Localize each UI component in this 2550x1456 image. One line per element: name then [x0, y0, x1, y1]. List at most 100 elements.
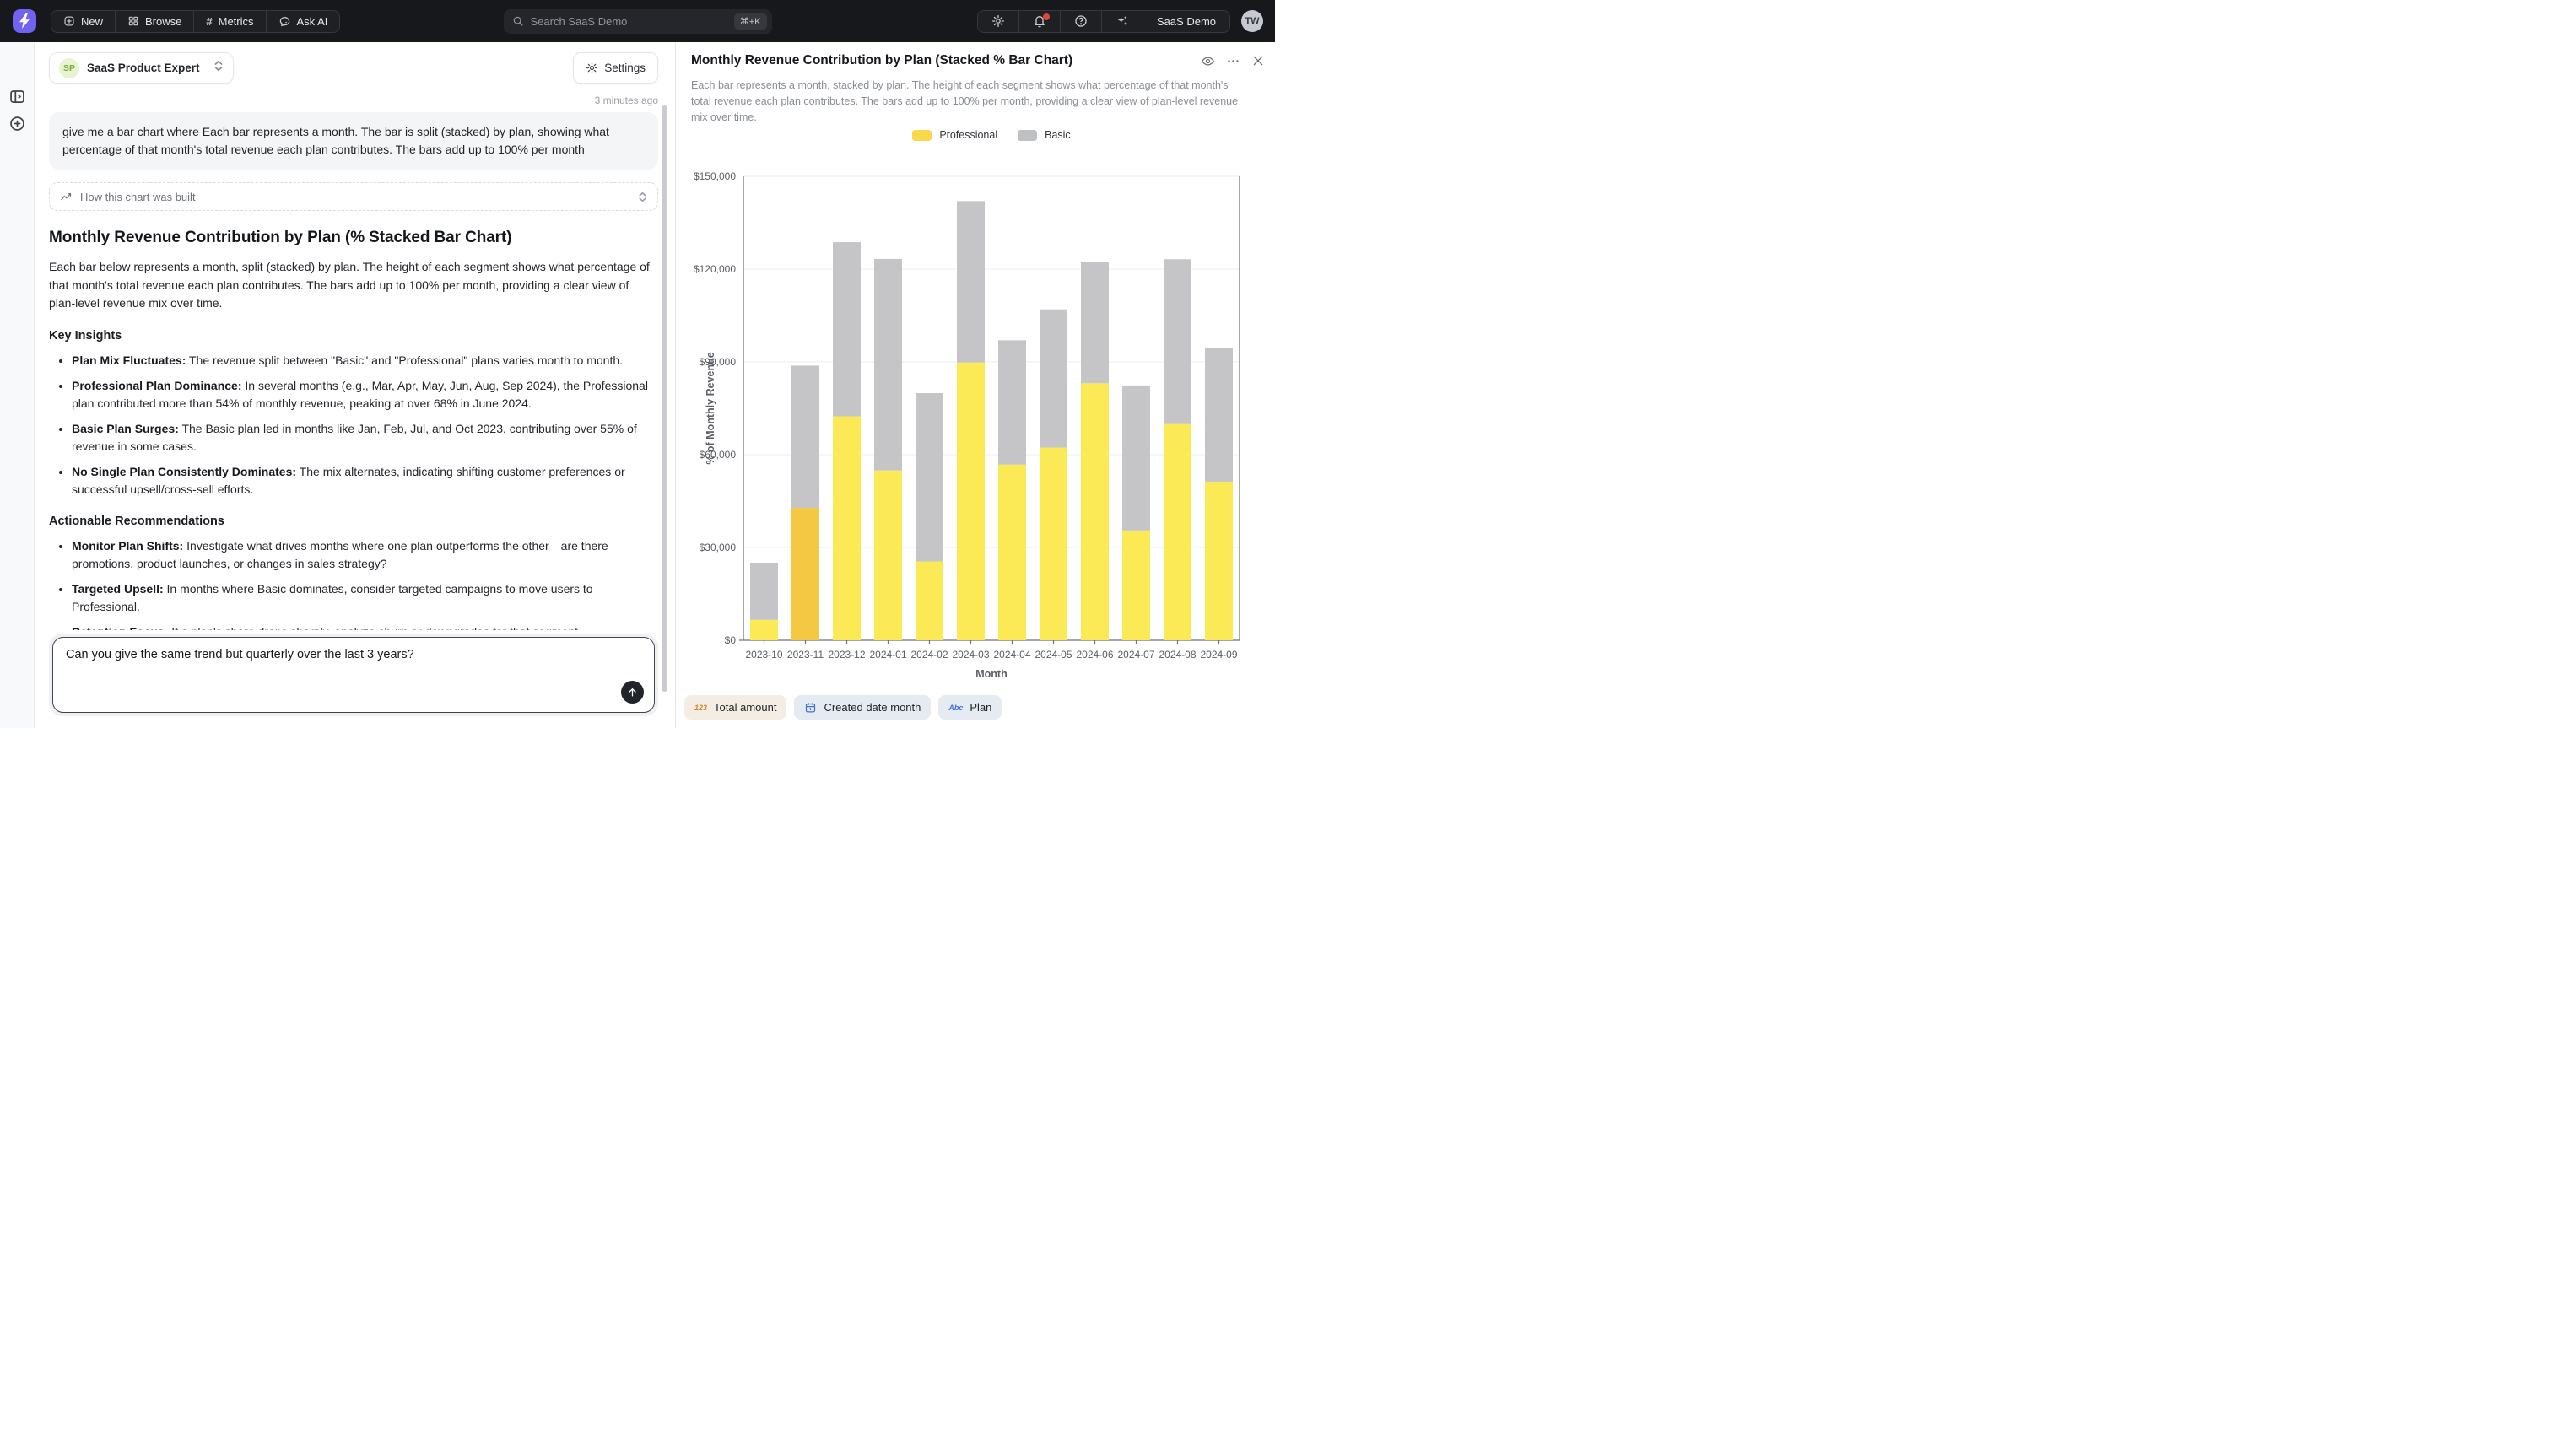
chip-label: Plan — [970, 701, 991, 714]
chevron-updown-icon — [213, 60, 224, 76]
y-axis-tick-label: $150,000 — [694, 170, 736, 182]
workspace-button[interactable]: SaaS Demo — [1143, 11, 1229, 32]
bar-professional-2023-11[interactable] — [791, 508, 819, 640]
send-button[interactable] — [621, 681, 644, 704]
x-axis-tick-label: 2024-06 — [1076, 649, 1113, 661]
legend-item-basic[interactable]: Basic — [1018, 129, 1071, 141]
chat-panel: SP SaaS Product Expert Settings 3 minute… — [35, 42, 675, 728]
bar-basic-2024-02[interactable] — [916, 393, 943, 561]
preview-eye-button[interactable] — [1201, 54, 1215, 68]
stacked-bar-chart: $0$30,000$60,000$90,000$120,000$150,0002… — [676, 166, 1267, 691]
x-axis-title: Month — [975, 668, 1007, 680]
bullet-lead: Basic Plan Surges: — [72, 422, 179, 435]
chip-label: Total amount — [714, 701, 776, 714]
nav-button-group: New Browse #MetricsAsk AI — [51, 10, 340, 33]
insight-item: Basic Plan Surges: The Basic plan led in… — [72, 420, 658, 456]
field-chip-created-date-month[interactable]: Created date month — [794, 695, 931, 720]
bar-professional-2024-09[interactable] — [1205, 482, 1233, 640]
chart-panel-actions — [1201, 54, 1265, 68]
nav-item-label: Browse — [145, 15, 181, 28]
help-button[interactable] — [1061, 11, 1102, 32]
bar-basic-2024-05[interactable] — [1040, 310, 1067, 448]
close-icon — [1251, 54, 1265, 67]
how-chart-built-expander[interactable]: How this chart was built — [49, 182, 658, 211]
bar-basic-2024-09[interactable] — [1205, 348, 1233, 482]
legend-item-professional[interactable]: Professional — [912, 129, 997, 141]
y-axis-tick-label: $30,000 — [700, 542, 737, 553]
bar-professional-2024-01[interactable] — [874, 471, 902, 640]
sidebar-toggle-button[interactable] — [8, 88, 26, 105]
recommendations-list: Monitor Plan Shifts: Investigate what dr… — [49, 537, 658, 630]
bar-professional-2024-04[interactable] — [998, 465, 1026, 640]
x-axis-tick-label: 2024-02 — [910, 649, 948, 661]
bar-basic-2023-11[interactable] — [791, 365, 819, 508]
global-search-input[interactable]: Search SaaS Demo ⌘+K — [504, 9, 772, 34]
notifications-button[interactable] — [1019, 11, 1061, 32]
message-list[interactable]: 3 minutes ago give me a bar chart where … — [49, 84, 658, 630]
agent-selector[interactable]: SP SaaS Product Expert — [49, 52, 234, 84]
settings-gear-button[interactable] — [978, 11, 1019, 32]
nav-item-new[interactable]: New — [51, 11, 116, 32]
user-avatar[interactable]: TW — [1241, 10, 1263, 32]
bar-professional-2024-03[interactable] — [957, 363, 985, 640]
gear-icon — [991, 14, 1005, 28]
bar-basic-2023-12[interactable] — [833, 242, 861, 416]
bar-professional-2023-12[interactable] — [833, 417, 861, 640]
agent-name: SaaS Product Expert — [87, 62, 200, 74]
more-options-button[interactable] — [1226, 54, 1240, 68]
chat-input[interactable]: Can you give the same trend but quarterl… — [53, 638, 654, 712]
nav-item-ask-ai[interactable]: Ask AI — [267, 11, 340, 32]
lightning-bolt-icon — [18, 13, 31, 29]
top-navbar: New Browse #MetricsAsk AI Search SaaS Demo… — [0, 0, 1275, 42]
agent-settings-button[interactable]: Settings — [573, 52, 658, 84]
bullet-lead: Monitor Plan Shifts: — [72, 539, 183, 553]
field-chip-total-amount[interactable]: 123Total amount — [684, 695, 786, 720]
search-shortcut-badge: ⌘+K — [734, 13, 767, 30]
bar-basic-2024-08[interactable] — [1164, 259, 1191, 423]
ai-assistant-button[interactable] — [1102, 11, 1143, 32]
chart-panel-title: Monthly Revenue Contribution by Plan (St… — [691, 53, 1164, 68]
new-thread-button[interactable] — [8, 115, 26, 132]
chat-header: SP SaaS Product Expert Settings — [49, 52, 658, 84]
bullet-lead: Professional Plan Dominance: — [72, 379, 242, 392]
x-axis-tick-label: 2024-04 — [993, 649, 1030, 661]
plus-circle-icon — [8, 115, 26, 132]
bar-basic-2024-06[interactable] — [1081, 262, 1109, 384]
bar-professional-2023-10[interactable] — [750, 620, 778, 640]
expander-label: How this chart was built — [80, 191, 196, 203]
bar-professional-2024-08[interactable] — [1164, 424, 1191, 640]
bar-professional-2024-05[interactable] — [1040, 448, 1067, 640]
left-rail — [0, 42, 35, 728]
composer: Can you give the same trend but quarterl… — [52, 637, 655, 713]
bar-basic-2024-03[interactable] — [957, 201, 985, 362]
response-markdown: Each bar below represents a month, split… — [49, 258, 658, 630]
chart-panel-description: Each bar represents a month, stacked by … — [691, 78, 1240, 126]
bar-professional-2024-07[interactable] — [1122, 531, 1150, 640]
response-title: Monthly Revenue Contribution by Plan (% … — [49, 229, 658, 247]
nav-item-browse[interactable]: Browse — [116, 11, 194, 32]
nav-item-metrics[interactable]: #Metrics — [194, 11, 266, 32]
bullet-lead: Retention Focus: — [72, 625, 168, 630]
bullet-lead: No Single Plan Consistently Dominates: — [72, 465, 296, 478]
gear-icon — [586, 62, 598, 74]
bar-basic-2024-04[interactable] — [998, 340, 1026, 464]
bar-professional-2024-02[interactable] — [916, 562, 943, 641]
help-circle-icon — [1074, 14, 1088, 28]
sparkles-icon — [1116, 14, 1129, 28]
trend-chart-icon — [60, 191, 73, 203]
bar-basic-2023-10[interactable] — [750, 563, 778, 620]
bar-basic-2024-07[interactable] — [1122, 386, 1150, 531]
chevron-updown-icon — [638, 191, 647, 202]
recommendation-item: Retention Focus: If a plan's share drops… — [72, 623, 658, 630]
y-axis-tick-label: $120,000 — [694, 263, 736, 275]
field-chip-plan[interactable]: AbcPlan — [938, 695, 1002, 720]
arrow-up-icon — [627, 687, 638, 698]
nav-item-label: New — [81, 15, 103, 28]
chat-scrollbar-thumb[interactable] — [662, 105, 667, 692]
bar-professional-2024-06[interactable] — [1081, 383, 1109, 640]
bar-basic-2024-01[interactable] — [874, 259, 902, 471]
brand-logo[interactable] — [13, 9, 36, 33]
grid-icon — [127, 15, 139, 27]
close-panel-button[interactable] — [1251, 54, 1265, 68]
x-axis-tick-label: 2024-03 — [952, 649, 989, 661]
